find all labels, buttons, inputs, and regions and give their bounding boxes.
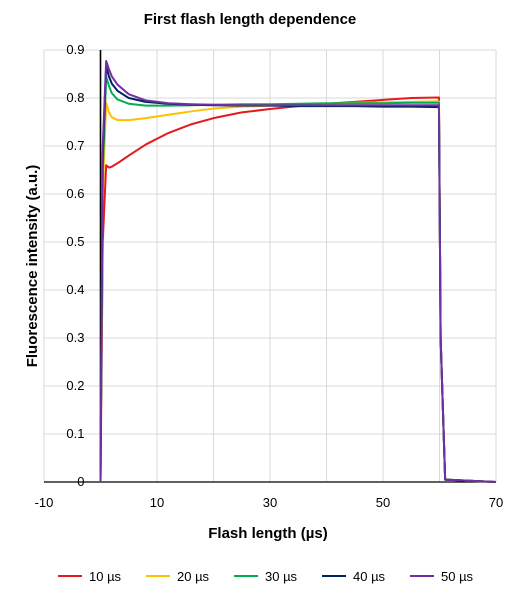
x-axis-title: Flash length (µs) xyxy=(208,525,327,542)
x-tick-label: 10 xyxy=(150,495,164,510)
y-tick-label: 0.3 xyxy=(66,330,84,345)
chart-title: First flash length dependence xyxy=(144,11,357,28)
legend: 10 µs 20 µs 30 µs 40 µs 50 µs xyxy=(58,569,474,584)
x-tick-label: 30 xyxy=(263,495,277,510)
legend-label: 40 µs xyxy=(353,569,386,584)
x-tick-label: -10 xyxy=(35,495,54,510)
tick-labels: 0 0.1 0.2 0.3 0.4 0.5 0.6 0.7 0.8 0.9 -10 10 30 50 70 xyxy=(35,42,504,510)
y-tick-label: 0.9 xyxy=(66,42,84,57)
y-axis-title: Fluorescence intensity (a.u.) xyxy=(24,165,41,368)
legend-label: 10 µs xyxy=(89,569,122,584)
series-lines xyxy=(99,60,497,483)
series-line xyxy=(99,60,497,483)
x-tick-label: 70 xyxy=(489,495,503,510)
y-tick-label: 0.5 xyxy=(66,234,84,249)
y-tick-label: 0.1 xyxy=(66,426,84,441)
series-line xyxy=(99,65,497,483)
y-tick-label: 0.7 xyxy=(66,138,84,153)
legend-label: 20 µs xyxy=(177,569,210,584)
y-tick-label: 0.8 xyxy=(66,90,84,105)
y-tick-label: 0.2 xyxy=(66,378,84,393)
legend-label: 50 µs xyxy=(441,569,474,584)
series-line xyxy=(99,96,497,483)
grid xyxy=(43,49,497,483)
y-tick-label: 0 xyxy=(77,474,84,489)
y-tick-label: 0.4 xyxy=(66,282,84,297)
legend-label: 30 µs xyxy=(265,569,298,584)
x-tick-label: 50 xyxy=(376,495,390,510)
series-line xyxy=(99,100,497,483)
y-tick-label: 0.6 xyxy=(66,186,84,201)
